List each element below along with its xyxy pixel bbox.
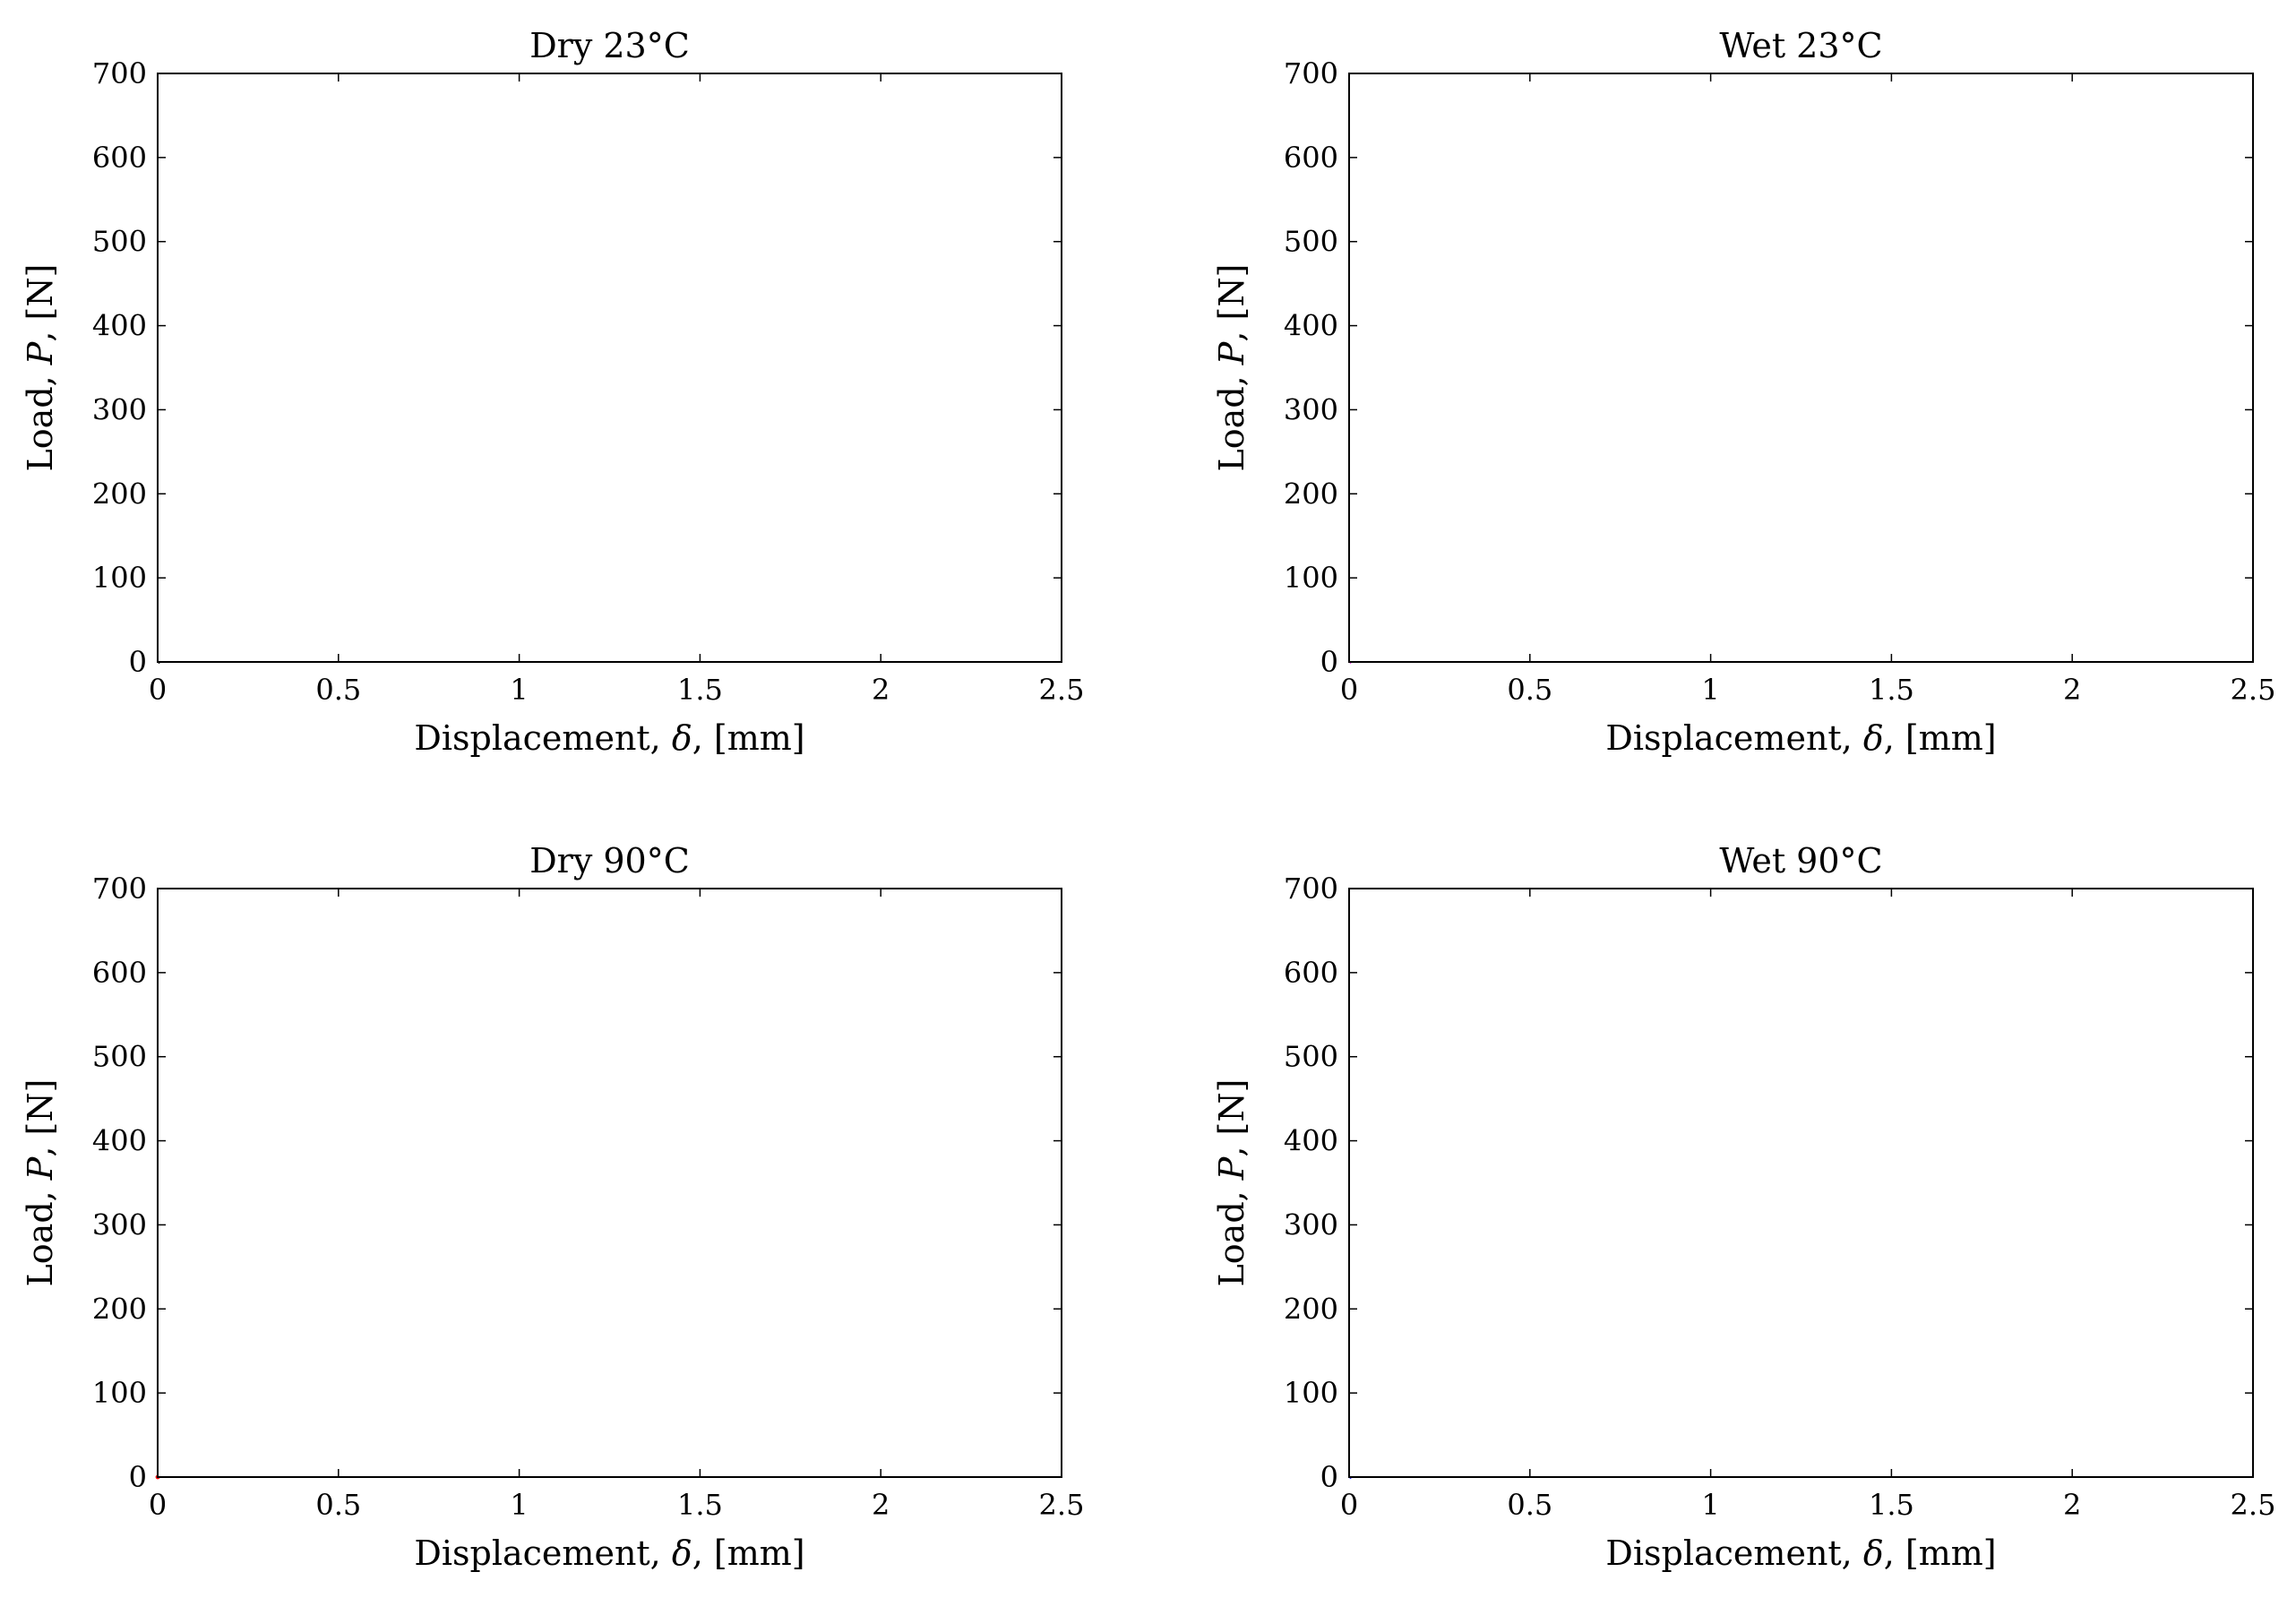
x-tick-label: 0: [1340, 1488, 1358, 1522]
y-tick-label: 400: [1284, 1124, 1338, 1158]
x-tick-label: 2.5: [1039, 1488, 1085, 1522]
x-tick-label: 0.5: [1507, 1488, 1552, 1522]
x-tick-label: 2.5: [1039, 673, 1085, 707]
y-axis-label: Load, P, [N]: [1212, 1079, 1251, 1287]
y-tick-label: 500: [92, 225, 147, 259]
x-tick-label: 2: [2063, 1488, 2081, 1522]
chart-title: Dry 90°C: [529, 841, 690, 881]
x-tick-label: 1: [1701, 673, 1719, 707]
y-tick-label: 500: [1284, 225, 1338, 259]
y-tick-label: 600: [1284, 956, 1338, 990]
y-tick-label: 400: [92, 1124, 147, 1158]
x-tick-label: 1: [510, 1488, 528, 1522]
x-tick-label: 2: [2063, 673, 2081, 707]
chart-title: Wet 23°C: [1719, 26, 1882, 65]
x-tick-label: 2: [872, 673, 890, 707]
x-axis-label: Displacement, δ, [mm]: [1605, 1533, 1996, 1573]
x-tick-label: 1.5: [1869, 673, 1914, 707]
y-tick-label: 300: [92, 1207, 147, 1241]
y-tick-label: 300: [92, 392, 147, 426]
y-axis-label: Load, P, [N]: [1212, 264, 1251, 472]
y-tick-label: 700: [1284, 872, 1338, 906]
x-tick-label: 1.5: [677, 1488, 723, 1522]
y-tick-label: 200: [92, 477, 147, 511]
y-tick-label: 500: [92, 1040, 147, 1074]
y-tick-label: 700: [92, 872, 147, 906]
y-axis-label: Load, P, [N]: [21, 1079, 60, 1287]
chart-panel-1: 0 0.5 1 1.5 2 2.5 0 100 200 300 400 500 600 700 Dry 23…: [21, 26, 1084, 758]
y-tick-label: 700: [1284, 56, 1338, 90]
y-tick-label: 600: [1284, 141, 1338, 175]
x-tick-label: 0: [149, 1488, 167, 1522]
x-tick-label: 1: [1701, 1488, 1719, 1522]
y-tick-label: 600: [92, 956, 147, 990]
axes-frame: [1348, 73, 2254, 663]
x-tick-label: 0: [1340, 673, 1358, 707]
x-axis-label: Displacement, δ, [mm]: [1605, 718, 1996, 758]
y-tick-label: 500: [1284, 1040, 1338, 1074]
y-axis-label: Load, P, [N]: [21, 264, 60, 472]
x-axis-label: Displacement, δ, [mm]: [414, 1533, 804, 1573]
y-tick-label: 100: [1284, 1376, 1338, 1410]
x-tick-label: 1.5: [1869, 1488, 1914, 1522]
axes-frame: [157, 888, 1062, 1478]
x-tick-label: 1: [510, 673, 528, 707]
x-tick-label: 0.5: [1507, 673, 1552, 707]
y-tick-label: 100: [92, 561, 147, 595]
y-tick-label: 400: [92, 309, 147, 343]
y-tick-label: 100: [92, 1376, 147, 1410]
y-tick-label: 200: [1284, 477, 1338, 511]
x-tick-label: 0.5: [315, 673, 361, 707]
y-tick-label: 700: [92, 56, 147, 90]
x-axis-label: Displacement, δ, [mm]: [414, 718, 804, 758]
y-tick-label: 400: [1284, 309, 1338, 343]
x-tick-label: 2.5: [2231, 673, 2276, 707]
y-tick-label: 200: [92, 1292, 147, 1326]
x-tick-label: 1.5: [677, 673, 723, 707]
chart-panel-2: 0 0.5 1 1.5 2 2.5 0 100 200 300 400 500 600 700 Wet 23…: [1212, 26, 2275, 758]
y-tick-label: 300: [1284, 1207, 1338, 1241]
y-tick-label: 0: [129, 645, 147, 679]
axes-frame: [157, 73, 1062, 663]
y-tick-label: 300: [1284, 392, 1338, 426]
x-tick-label: 2: [872, 1488, 890, 1522]
chart-panel-4: 0 0.5 1 1.5 2 2.5 0 100 200 300 400 500 600 700 Wet 90…: [1212, 841, 2275, 1573]
y-tick-label: 200: [1284, 1292, 1338, 1326]
y-tick-label: 600: [92, 141, 147, 175]
chart-title: Wet 90°C: [1719, 841, 1882, 881]
y-tick-label: 100: [1284, 561, 1338, 595]
x-tick-label: 0: [149, 673, 167, 707]
y-tick-label: 0: [1320, 1460, 1338, 1494]
chart-panel-3: 0 0.5 1 1.5 2 2.5 0 100 200 300 400 500 600 700 Dry 90…: [21, 841, 1084, 1573]
axes-frame: [1348, 888, 2254, 1478]
chart-title: Dry 23°C: [529, 26, 690, 65]
y-tick-label: 0: [129, 1460, 147, 1494]
y-tick-label: 0: [1320, 645, 1338, 679]
x-tick-label: 0.5: [315, 1488, 361, 1522]
x-tick-label: 2.5: [2231, 1488, 2276, 1522]
